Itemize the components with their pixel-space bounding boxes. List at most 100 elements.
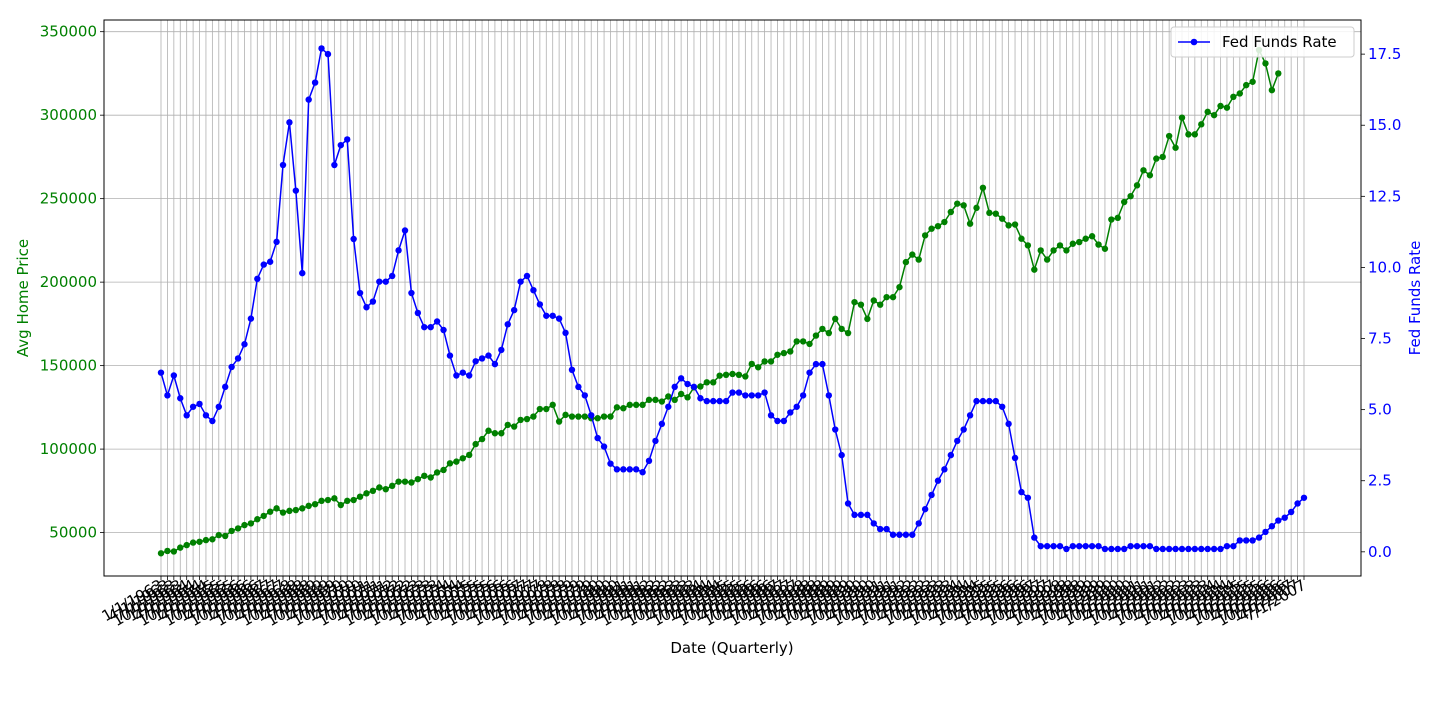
avg-home-price-point bbox=[748, 360, 755, 368]
avg-home-price-point bbox=[568, 413, 576, 420]
avg-home-price-point bbox=[510, 423, 518, 430]
avg-home-price-point bbox=[645, 396, 653, 404]
fed-funds-rate-point bbox=[421, 323, 428, 331]
avg-home-price-point bbox=[697, 383, 704, 390]
fed-funds-rate-point bbox=[992, 397, 999, 405]
fed-funds-rate-point bbox=[902, 531, 910, 538]
fed-funds-rate-point bbox=[1069, 542, 1077, 550]
avg-home-price-point bbox=[652, 396, 659, 404]
fed-funds-rate-point bbox=[1217, 545, 1224, 553]
fed-funds-rate-point bbox=[228, 363, 235, 371]
avg-home-price-point bbox=[1204, 108, 1211, 116]
y-left-tick-label: 50000 bbox=[49, 524, 97, 542]
fed-funds-rate-point bbox=[767, 412, 775, 419]
fed-funds-rate-point bbox=[960, 426, 967, 433]
fed-funds-rate-point bbox=[825, 392, 833, 399]
avg-home-price-point bbox=[716, 372, 723, 379]
fed-funds-rate-point bbox=[344, 136, 351, 143]
fed-funds-rate-point bbox=[1255, 534, 1263, 541]
fed-funds-rate-point bbox=[1230, 542, 1237, 550]
fed-funds-rate-series bbox=[157, 45, 1308, 553]
fed-funds-rate-point bbox=[947, 451, 955, 459]
avg-home-price-point bbox=[555, 418, 563, 425]
fed-funds-rate-point bbox=[632, 466, 640, 473]
fed-funds-rate-point bbox=[491, 360, 499, 368]
avg-home-price-point bbox=[1114, 214, 1121, 222]
fed-funds-rate-point bbox=[1031, 534, 1038, 541]
avg-home-price-point bbox=[780, 349, 788, 357]
avg-home-price-point bbox=[1243, 81, 1250, 89]
fed-funds-rate-point bbox=[806, 369, 813, 376]
fed-funds-rate-point bbox=[889, 531, 897, 538]
fed-funds-rate-point bbox=[376, 278, 383, 285]
avg-home-price-point bbox=[459, 455, 466, 462]
fed-funds-rate-point bbox=[196, 400, 203, 408]
avg-home-price-point bbox=[401, 478, 409, 485]
avg-home-price-point bbox=[870, 297, 877, 304]
avg-home-price-point bbox=[549, 401, 556, 409]
avg-home-price-point bbox=[241, 521, 248, 529]
fed-funds-rate-point bbox=[999, 403, 1006, 410]
fed-funds-rate-point bbox=[440, 326, 447, 334]
avg-home-price-point bbox=[632, 401, 640, 409]
avg-home-price-point bbox=[523, 415, 531, 423]
avg-home-price-point bbox=[1185, 131, 1192, 138]
avg-home-price-point bbox=[344, 497, 351, 505]
avg-home-price-point bbox=[960, 202, 967, 209]
avg-home-price-point bbox=[896, 283, 903, 291]
y-right-tick-label: 15.0 bbox=[1368, 116, 1401, 134]
avg-home-price-point bbox=[999, 215, 1006, 222]
avg-home-price-point bbox=[594, 415, 601, 422]
avg-home-price-point bbox=[722, 371, 730, 378]
fed-funds-rate-point bbox=[722, 397, 730, 405]
fed-funds-rate-point bbox=[568, 366, 576, 374]
avg-home-price-point bbox=[414, 475, 422, 483]
avg-home-price-point bbox=[864, 315, 871, 323]
fed-funds-rate-point bbox=[1005, 420, 1012, 428]
avg-home-price-point bbox=[1031, 266, 1038, 273]
avg-home-price-point bbox=[626, 401, 633, 409]
avg-home-price-point bbox=[331, 495, 338, 502]
fed-funds-rate-point bbox=[838, 451, 845, 459]
fed-funds-rate-point bbox=[594, 434, 601, 442]
avg-home-price-series bbox=[157, 46, 1282, 557]
avg-home-price-point bbox=[1069, 240, 1077, 247]
fed-funds-rate-point bbox=[215, 403, 222, 410]
fed-funds-rate-point bbox=[247, 315, 255, 322]
avg-home-price-point bbox=[266, 508, 274, 515]
fed-funds-rate-point bbox=[639, 468, 646, 476]
y-left-tick-label: 200000 bbox=[40, 273, 97, 291]
avg-home-price-point bbox=[1140, 167, 1147, 174]
fed-funds-rate-point bbox=[254, 275, 261, 282]
fed-funds-rate-point bbox=[915, 520, 922, 527]
fed-funds-rate-point bbox=[356, 289, 364, 297]
y-left-tick-label: 250000 bbox=[40, 190, 97, 208]
avg-home-price-point bbox=[620, 405, 627, 412]
avg-home-price-point bbox=[543, 405, 550, 413]
avg-home-price-point bbox=[536, 405, 544, 413]
y-right-tick-label: 17.5 bbox=[1368, 45, 1401, 63]
avg-home-price-point bbox=[279, 509, 287, 516]
fed-funds-rate-point bbox=[337, 141, 344, 149]
avg-home-price-point bbox=[305, 502, 312, 510]
avg-home-price-point bbox=[613, 404, 621, 411]
fed-funds-rate-point bbox=[581, 392, 589, 399]
fed-funds-rate-point bbox=[318, 45, 325, 52]
avg-home-price-point bbox=[1018, 235, 1025, 242]
avg-home-price-point bbox=[754, 364, 762, 371]
fed-funds-rate-point bbox=[697, 395, 704, 402]
avg-home-price-point bbox=[883, 293, 890, 301]
fed-funds-rate-point bbox=[466, 372, 473, 379]
fed-funds-rate-point bbox=[1294, 500, 1301, 507]
avg-home-price-point bbox=[992, 210, 999, 217]
fed-funds-rate-point bbox=[735, 389, 743, 396]
avg-home-price-point bbox=[600, 413, 608, 420]
fed-funds-rate-point bbox=[1043, 542, 1051, 550]
avg-home-price-point bbox=[183, 541, 190, 549]
legend-label-fed-funds-rate: Fed Funds Rate bbox=[1222, 33, 1337, 51]
avg-home-price-point bbox=[774, 351, 781, 358]
fed-funds-rate-point bbox=[414, 309, 422, 317]
avg-home-price-point bbox=[934, 223, 942, 230]
avg-home-price-point bbox=[1133, 182, 1141, 189]
avg-home-price-point bbox=[273, 505, 280, 512]
